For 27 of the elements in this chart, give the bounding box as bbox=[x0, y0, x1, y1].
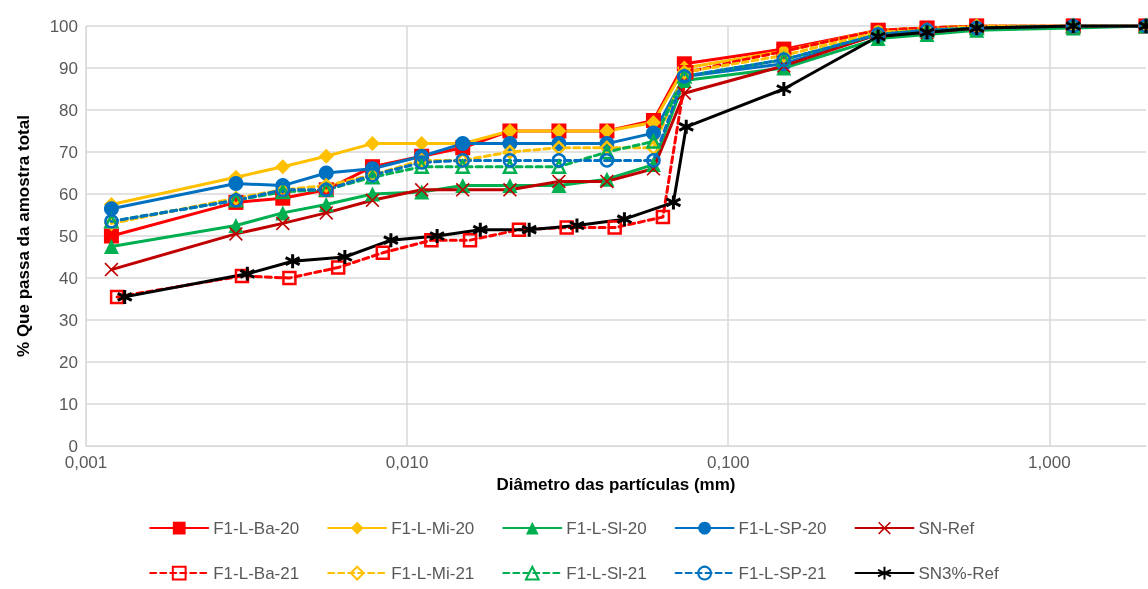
y-tick-label: 50 bbox=[59, 226, 78, 246]
legend-label: SN3%-Ref bbox=[918, 563, 1000, 583]
y-tick-label: 20 bbox=[59, 352, 78, 372]
legend-label: F1-L-SP-21 bbox=[738, 563, 827, 583]
legend-label: F1-L-Sl-20 bbox=[566, 518, 647, 538]
legend-label: F1-L-Mi-20 bbox=[391, 518, 475, 538]
x-axis-title: Diâmetro das partículas (mm) bbox=[496, 475, 736, 494]
legend-label: SN-Ref bbox=[918, 518, 975, 538]
x-tick-label: 0,010 bbox=[385, 453, 429, 472]
y-tick-label: 100 bbox=[49, 16, 78, 36]
y-tick-label: 60 bbox=[59, 184, 78, 204]
legend-label: F1-L-SP-20 bbox=[738, 518, 827, 538]
legend-label: F1-L-Mi-21 bbox=[391, 563, 475, 583]
legend-label: F1-L-Sl-21 bbox=[566, 563, 647, 583]
y-tick-label: 10 bbox=[59, 394, 78, 414]
x-tick-label: 1,000 bbox=[1028, 453, 1071, 472]
y-tick-label: 70 bbox=[59, 142, 78, 162]
y-axis-title: % Que passa da amostra total bbox=[14, 115, 33, 357]
y-tick-label: 90 bbox=[59, 58, 78, 78]
y-tick-label: 0 bbox=[68, 436, 78, 456]
y-tick-label: 40 bbox=[59, 268, 78, 288]
x-tick-label: 0,100 bbox=[706, 453, 750, 472]
y-tick-label: 30 bbox=[59, 310, 78, 330]
x-tick-label: 0,001 bbox=[64, 453, 108, 472]
y-tick-label: 80 bbox=[59, 100, 78, 120]
legend-label: F1-L-Ba-21 bbox=[213, 563, 300, 583]
legend-label: F1-L-Ba-20 bbox=[213, 518, 300, 538]
